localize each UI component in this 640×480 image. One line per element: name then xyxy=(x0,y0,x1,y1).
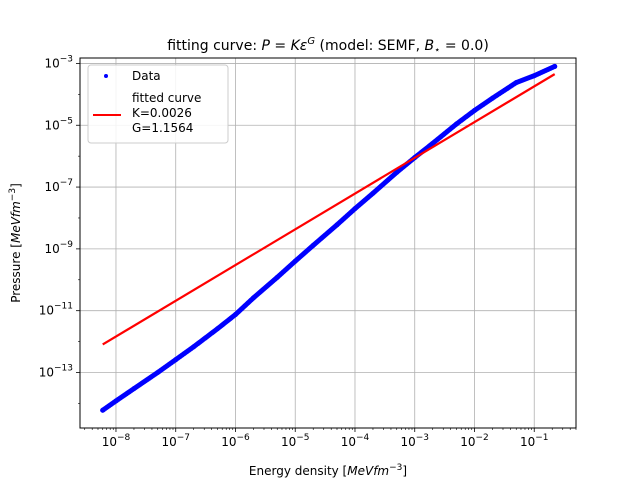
x-tick-label: 10−5 xyxy=(281,433,310,449)
data-point xyxy=(489,95,495,101)
x-axis-label: Energy density [MeVfm−3] xyxy=(249,463,407,478)
legend-fit-label-line-2: K=0.0026 xyxy=(132,106,192,120)
data-point xyxy=(352,206,358,212)
data-point xyxy=(334,222,340,228)
y-tick-label: 10−5 xyxy=(44,116,73,132)
legend-fit-label-line-1: fitted curve xyxy=(132,91,201,105)
y-axis-label: Pressure [MeVfm−3] xyxy=(8,183,23,303)
data-point xyxy=(232,312,238,318)
x-tick-label: 10−6 xyxy=(221,433,250,449)
data-point xyxy=(250,295,256,301)
data-point xyxy=(513,80,519,86)
series-layer xyxy=(100,63,558,413)
y-tick-label: 10−11 xyxy=(39,302,73,318)
x-tick-label: 10−7 xyxy=(161,433,190,449)
data-point xyxy=(100,407,106,413)
tick-layer: 10−8 10−7 10−6 10−5 10−4 10−3 10−2 10−1 10−13 10−… xyxy=(39,54,577,449)
data-point xyxy=(471,108,477,114)
data-point xyxy=(274,274,280,280)
legend-data-label: Data xyxy=(132,69,161,83)
data-point xyxy=(191,344,197,350)
data-point xyxy=(214,326,220,332)
data-point xyxy=(552,63,558,69)
fitted-curve-line xyxy=(102,73,556,346)
y-tick-label: 10−7 xyxy=(44,178,73,194)
x-tick-label: 10−4 xyxy=(341,433,370,449)
legend: Data fitted curve K=0.0026 G=1.1564 xyxy=(87,64,229,144)
data-point xyxy=(113,398,119,404)
data-point xyxy=(310,242,316,248)
data-point xyxy=(292,258,298,264)
x-tick-label: 10−2 xyxy=(460,433,489,449)
data-point xyxy=(453,121,459,127)
data-point xyxy=(155,369,161,375)
plot-frame xyxy=(79,57,577,429)
grid-layer xyxy=(80,58,576,428)
legend-data-marker xyxy=(104,74,108,78)
y-tick-label: 10−3 xyxy=(44,54,73,70)
data-point xyxy=(370,190,376,196)
y-tick-label: 10−13 xyxy=(39,363,73,379)
x-tick-label: 10−1 xyxy=(520,433,549,449)
data-point xyxy=(394,169,400,175)
x-tick-label: 10−8 xyxy=(102,433,131,449)
data-point xyxy=(173,357,179,363)
chart-title: fitting curve: P = KεG (model: SEMF, B⋆ … xyxy=(167,36,489,56)
legend-fit-label-line-3: G=1.1564 xyxy=(132,121,193,135)
data-point xyxy=(131,386,137,392)
x-tick-label: 10−3 xyxy=(400,433,429,449)
y-tick-label: 10−9 xyxy=(44,240,73,256)
data-point xyxy=(531,73,537,79)
data-point xyxy=(430,140,436,146)
legend-box xyxy=(87,64,229,144)
